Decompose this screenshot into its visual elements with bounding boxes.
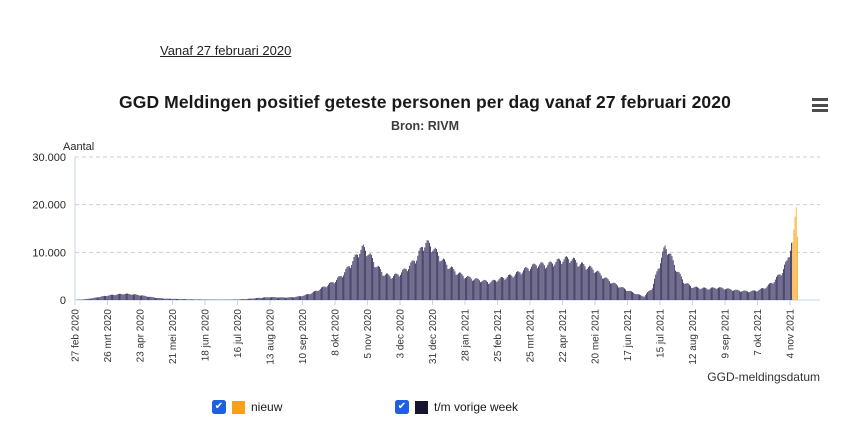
grid-lines <box>75 156 820 253</box>
y-axis-title: Aantal <box>63 141 94 153</box>
svg-text:0: 0 <box>60 295 66 307</box>
svg-text:22 apr 2021: 22 apr 2021 <box>558 309 569 363</box>
svg-text:5 nov 2020: 5 nov 2020 <box>363 309 374 359</box>
svg-text:20 mei 2021: 20 mei 2021 <box>591 309 602 364</box>
checkbox-tm-vorige-week-checked[interactable]: ✔ <box>395 400 409 414</box>
svg-text:31 dec 2020: 31 dec 2020 <box>428 309 439 364</box>
svg-text:20.000: 20.000 <box>32 200 66 212</box>
x-axis-labels: 27 feb 2020 26 mrt 2020 23 apr 2020 21 mei … <box>71 300 797 365</box>
chart-title: GGD Meldingen positief geteste personen … <box>119 92 731 112</box>
legend-label-nieuw: nieuw <box>251 400 283 414</box>
hamburger-icon <box>812 98 828 101</box>
y-axis-labels: 0 10.000 20.000 30.000 <box>32 152 66 307</box>
svg-text:8 okt 2020: 8 okt 2020 <box>331 309 342 356</box>
chart-export-menu-button[interactable] <box>808 94 834 116</box>
svg-text:7 okt 2021: 7 okt 2021 <box>753 309 764 356</box>
svg-text:10 sep 2020: 10 sep 2020 <box>298 309 309 364</box>
svg-text:17 jun 2021: 17 jun 2021 <box>623 309 634 362</box>
svg-text:18 jun 2020: 18 jun 2020 <box>201 309 212 362</box>
svg-text:23 apr 2020: 23 apr 2020 <box>136 309 147 363</box>
svg-text:9 sep 2021: 9 sep 2021 <box>721 309 732 359</box>
series-nieuw[interactable] <box>792 207 798 300</box>
svg-text:25 feb 2021: 25 feb 2021 <box>493 309 504 362</box>
x-axis-title: GGD-meldingsdatum <box>707 370 820 384</box>
checkbox-nieuw-checked[interactable]: ✔ <box>212 400 226 414</box>
svg-text:12 aug 2021: 12 aug 2021 <box>688 309 699 365</box>
svg-text:13 aug 2020: 13 aug 2020 <box>266 309 277 365</box>
svg-text:26 mrt 2020: 26 mrt 2020 <box>103 309 114 363</box>
legend-item-tm-vorige-week[interactable]: ✔ t/m vorige week <box>395 400 518 414</box>
legend-item-nieuw[interactable]: ✔ nieuw <box>212 400 282 414</box>
svg-text:4 nov 2021: 4 nov 2021 <box>786 309 797 359</box>
svg-text:28 jan 2021: 28 jan 2021 <box>461 309 472 362</box>
chart-subtitle: Bron: RIVM <box>390 119 460 133</box>
svg-text:15 jul 2021: 15 jul 2021 <box>656 309 667 358</box>
svg-text:25 mrt 2021: 25 mrt 2021 <box>526 309 537 363</box>
svg-text:10.000: 10.000 <box>32 247 66 259</box>
series-tm-vorige-week[interactable] <box>76 240 792 300</box>
svg-text:3 dec 2020: 3 dec 2020 <box>396 309 407 359</box>
legend-label-tm-vorige-week: t/m vorige week <box>434 400 519 414</box>
date-range-link[interactable]: Vanaf 27 februari 2020 <box>160 43 292 58</box>
svg-text:30.000: 30.000 <box>32 152 66 164</box>
svg-text:27 feb 2020: 27 feb 2020 <box>71 309 82 362</box>
axes <box>74 157 820 301</box>
legend-swatch-tm-vorige-week <box>415 400 428 414</box>
legend-swatch-nieuw <box>232 400 245 414</box>
svg-text:16 jul 2020: 16 jul 2020 <box>233 309 244 358</box>
svg-text:21 mei 2020: 21 mei 2020 <box>168 309 179 364</box>
